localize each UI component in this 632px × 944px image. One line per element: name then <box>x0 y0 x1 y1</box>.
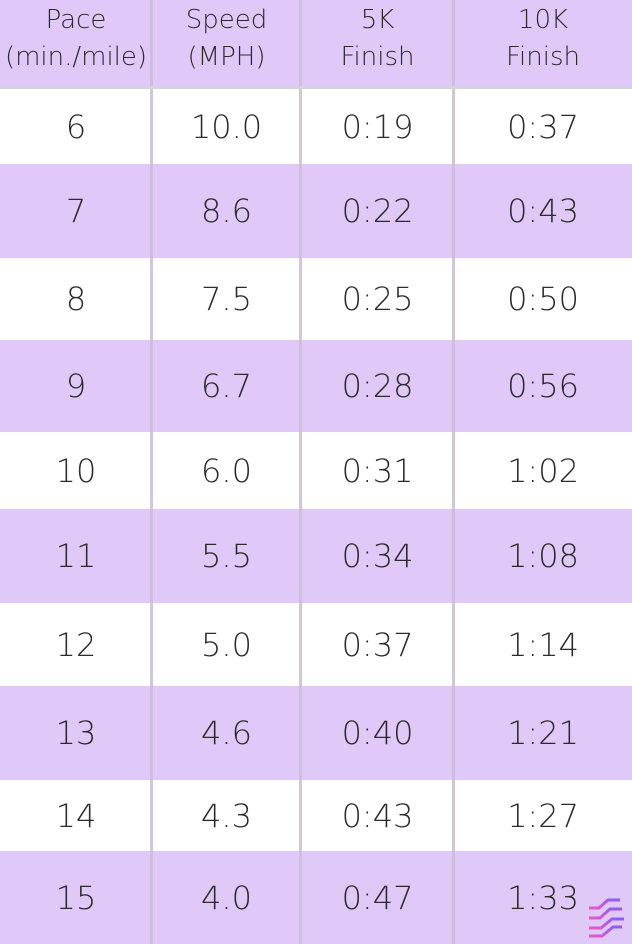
column-header-line: (MPH) <box>187 42 266 72</box>
table-cell: 11 <box>55 537 97 575</box>
table-cell: 6.7 <box>201 367 252 405</box>
table-cell: 7.5 <box>201 280 252 318</box>
table-cell: 0:40 <box>341 714 414 752</box>
table-cell: 1:33 <box>507 878 579 917</box>
table-cell: 4.3 <box>201 796 252 835</box>
table-cell: 0:19 <box>341 107 414 146</box>
table-cell: 7 <box>65 192 87 230</box>
column-header-line: 5K <box>360 5 395 35</box>
table-cell: 0:37 <box>341 625 414 664</box>
table-cell: 13 <box>55 714 97 752</box>
table-row: 10 6.0 0:31 1:02 <box>0 432 632 509</box>
table-cell: 15 <box>55 878 97 917</box>
table-cell: 0:37 <box>507 107 579 146</box>
column-header: 5K Finish <box>301 0 454 86</box>
table-cell: 8 <box>65 280 87 318</box>
table-cell: 0:50 <box>507 280 579 318</box>
table-cell: 9 <box>65 367 87 405</box>
column-header: Pace (min./mile) <box>0 0 152 86</box>
table-row: 6 10.0 0:19 0:37 <box>0 89 632 164</box>
table-row: 9 6.7 0:28 0:56 <box>0 340 632 432</box>
header-separator <box>0 86 632 89</box>
table-cell: 1:27 <box>507 796 579 835</box>
table-cell: 4.0 <box>201 878 252 917</box>
table-cell: 1:08 <box>507 537 579 575</box>
table-cell: 0:25 <box>341 280 414 318</box>
table-cell: 8.6 <box>201 192 252 230</box>
header-row: Pace (min./mile) Speed (MPH) 5K Finish 10K Fini… <box>0 0 632 86</box>
column-header-line: Finish <box>505 42 580 72</box>
column-header-line: Speed <box>185 5 268 35</box>
table-cell: 0:31 <box>341 451 414 490</box>
table-row: 13 4.6 0:40 1:21 <box>0 686 632 780</box>
table-cell: 0:56 <box>507 367 579 405</box>
table-cell: 5.0 <box>201 625 252 664</box>
column-divider <box>150 0 153 944</box>
table-cell: 0:43 <box>341 796 414 835</box>
column-header-line: 10K <box>517 5 569 35</box>
table-cell: 0:28 <box>341 367 414 405</box>
table-row: 12 5.0 0:37 1:14 <box>0 603 632 686</box>
column-divider <box>299 0 302 944</box>
table-cell: 5.5 <box>201 537 252 575</box>
table-cell: 0:22 <box>341 192 414 230</box>
table-row: 8 7.5 0:25 0:50 <box>0 258 632 340</box>
table-cell: 1:02 <box>507 451 579 490</box>
column-header-line: (min./mile) <box>4 42 148 72</box>
table-cell: 12 <box>55 625 97 664</box>
column-divider <box>452 0 455 944</box>
stacked-arrows-logo-icon <box>589 898 624 938</box>
table-row: 11 5.5 0:34 1:08 <box>0 509 632 603</box>
column-header: Speed (MPH) <box>152 0 301 86</box>
table-cell: 1:21 <box>507 714 579 752</box>
table-row: 14 4.3 0:43 1:27 <box>0 780 632 851</box>
table-row: 7 8.6 0:22 0:43 <box>0 164 632 258</box>
table-cell: 1:14 <box>507 625 579 664</box>
table-cell: 0:43 <box>507 192 579 230</box>
table-cell: 0:34 <box>341 537 414 575</box>
column-header: 10K Finish <box>454 0 632 86</box>
table-cell: 4.6 <box>201 714 252 752</box>
table-cell: 10 <box>55 451 97 490</box>
column-header-line: Finish <box>340 42 415 72</box>
table-cell: 10.0 <box>190 107 263 146</box>
column-header-line: Pace <box>45 5 107 35</box>
table-cell: 14 <box>55 796 97 835</box>
table-cell: 6 <box>65 107 87 146</box>
table-cell: 6.0 <box>201 451 252 490</box>
table-cell: 0:47 <box>341 878 414 917</box>
table-row: 15 4.0 0:47 1:33 <box>0 851 632 944</box>
